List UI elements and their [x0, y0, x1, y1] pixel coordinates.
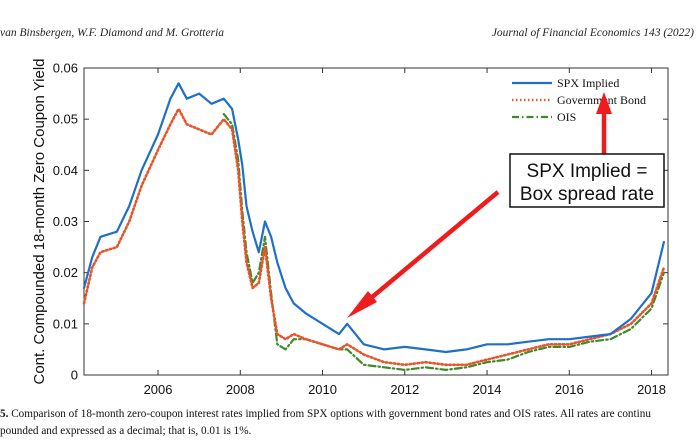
y-tick-label: 0.02: [53, 265, 78, 280]
x-tick-label: 2016: [555, 382, 584, 397]
figure-caption-line-2: pounded and expressed as a decimal; that…: [0, 425, 252, 437]
x-tick-label: 2008: [226, 382, 255, 397]
legend-label: OIS: [557, 110, 576, 124]
y-tick-label: 0.03: [53, 214, 78, 229]
plot-area: [83, 67, 669, 376]
series-line-dotted: [82, 107, 666, 367]
annotation-box: [509, 153, 665, 208]
annotation-line-2: Box spread rate: [520, 184, 654, 205]
series-line-solid: [82, 82, 665, 354]
annotation-line-1: SPX Implied =: [527, 161, 648, 182]
x-tick-label: 2012: [390, 382, 419, 397]
x-tick-label: 2018: [637, 382, 666, 397]
y-tick-label: 0.06: [53, 61, 78, 76]
series-line-dashdot: [222, 113, 665, 371]
arrow-head-icon: [347, 291, 377, 318]
figure-caption-line-1: 5. Comparison of 18-month zero-coupon in…: [0, 408, 651, 420]
arrow-up-icon: [596, 92, 612, 114]
y-axis-label: Cont. Compounded 18-month Zero Coupon Yi…: [31, 58, 48, 384]
y-tick-label: 0.01: [53, 316, 78, 331]
annotation: SPX Implied =Box spread rate: [347, 92, 665, 318]
y-tick-label: 0: [71, 368, 78, 383]
x-tick-label: 2014: [473, 382, 502, 397]
running-header-authors: van Binsbergen, W.F. Diamond and M. Grot…: [0, 27, 225, 39]
figure-number: 5.: [0, 408, 9, 420]
x-tick-label: 2010: [308, 382, 337, 397]
running-header-journal: Journal of Financial Economics 143 (2022…: [491, 27, 694, 39]
y-tick-label: 0.05: [53, 112, 78, 127]
x-tick-label: 2006: [144, 382, 173, 397]
caption-text-1: Comparison of 18-month zero-coupon inter…: [11, 408, 651, 420]
legend-label: SPX Implied: [557, 76, 619, 90]
arrow-to-series: [363, 190, 500, 305]
line-chart: 2006 2008 2010 2012 2014 2016 2018 0 0.01 0.02 0.0…: [31, 58, 669, 397]
y-tick-label: 0.04: [53, 163, 78, 178]
